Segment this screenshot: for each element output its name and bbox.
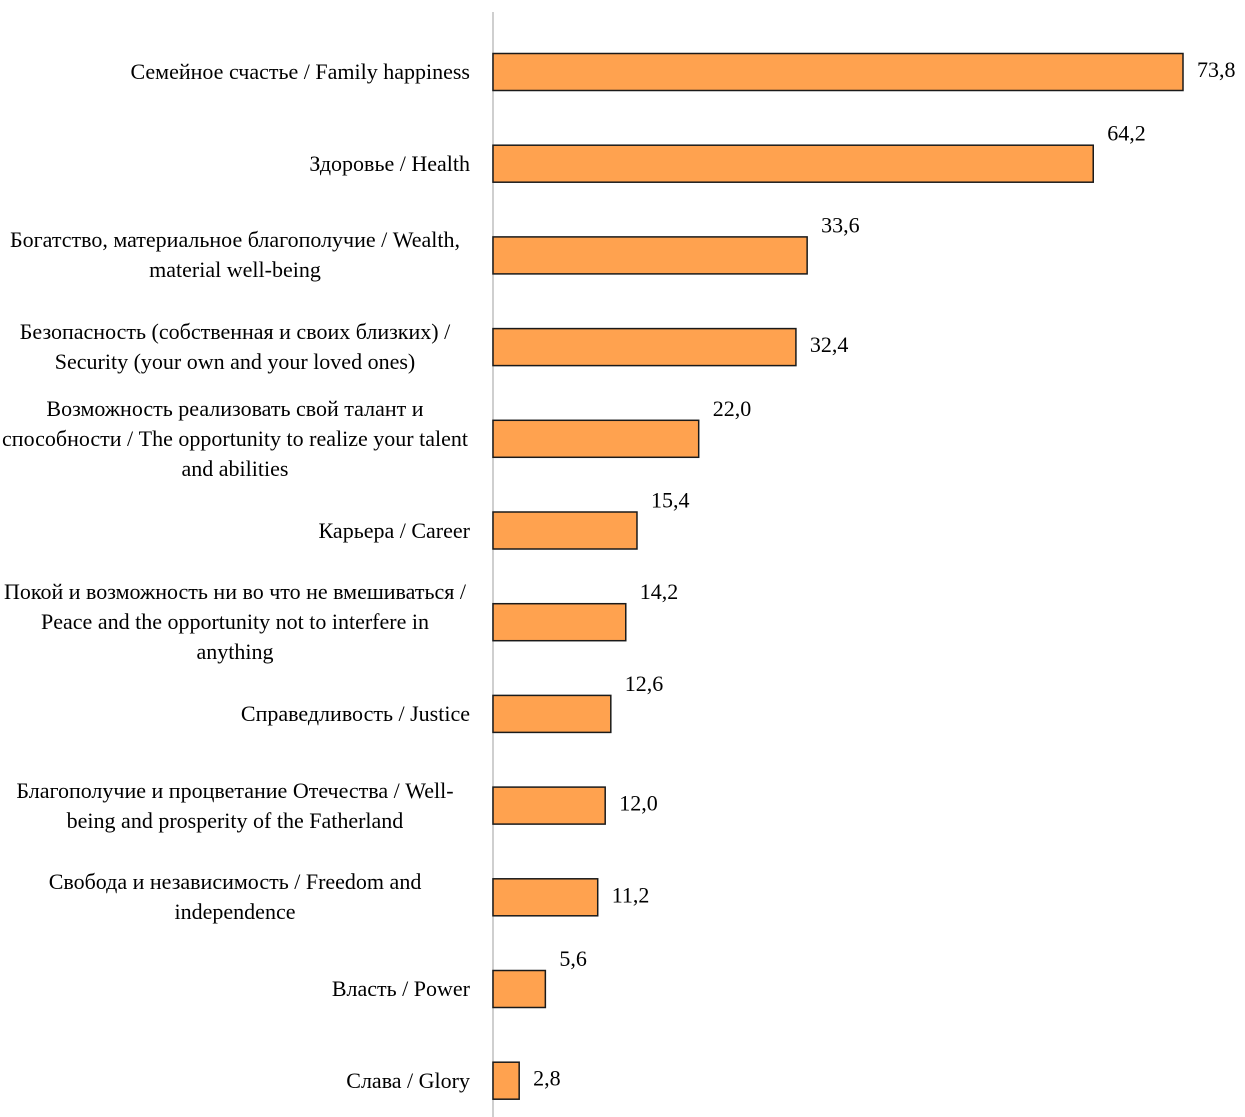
value-label: 14,2 bbox=[640, 579, 679, 604]
bar bbox=[492, 327, 797, 367]
value-label: 5,6 bbox=[559, 946, 587, 971]
value-label: 64,2 bbox=[1107, 121, 1146, 146]
category-text: Власть / Power bbox=[331, 976, 470, 1001]
category-label: Карьера / Career bbox=[0, 516, 470, 546]
value-label: 12,6 bbox=[625, 671, 664, 696]
category-label: Благополучие и процветание Отечества / W… bbox=[0, 776, 470, 836]
category-label: Справедливость / Justice bbox=[0, 699, 470, 729]
category-text: Возможность реализовать свой талант и сп… bbox=[2, 395, 468, 481]
category-label: Власть / Power bbox=[0, 974, 470, 1004]
category-text: Семейное счастье / Family happiness bbox=[130, 59, 470, 84]
category-text: Карьера / Career bbox=[318, 517, 470, 543]
category-text: Богатство, материальное благополучие / W… bbox=[9, 227, 461, 283]
value-label: 15,4 bbox=[651, 488, 690, 513]
bar bbox=[492, 236, 808, 275]
value-label: 33,6 bbox=[821, 212, 860, 237]
bar bbox=[492, 419, 700, 459]
bar bbox=[492, 144, 1094, 183]
category-label: Семейное счастье / Family happiness bbox=[0, 57, 470, 87]
category-label: Здоровье / Health bbox=[0, 149, 470, 179]
category-label: Слава / Glory bbox=[0, 1066, 470, 1096]
category-label: Свобода и независимость / Freedom and in… bbox=[0, 867, 470, 927]
category-label: Возможность реализовать свой талант и сп… bbox=[0, 394, 470, 484]
category-label: Богатство, материальное благополучие / W… bbox=[0, 225, 470, 285]
category-label: Покой и возможность ни во что не вмешива… bbox=[0, 577, 470, 667]
category-text: Свобода и независимость / Freedom and in… bbox=[48, 869, 422, 925]
value-label: 32,4 bbox=[810, 332, 849, 357]
category-text: Слава / Glory bbox=[346, 1067, 470, 1093]
bar bbox=[492, 602, 627, 642]
bar bbox=[492, 52, 1184, 92]
category-text: Безопасность (собственная и своих близки… bbox=[19, 319, 451, 375]
bar bbox=[492, 694, 612, 734]
bar bbox=[492, 511, 638, 550]
value-label: 2,8 bbox=[533, 1066, 561, 1091]
value-label: 12,0 bbox=[619, 791, 658, 816]
category-text: Благополучие и процветание Отечества / W… bbox=[16, 777, 454, 833]
bar bbox=[492, 969, 547, 1009]
bar bbox=[492, 878, 599, 917]
value-label: 73,8 bbox=[1197, 57, 1236, 82]
value-label: 11,2 bbox=[612, 882, 650, 907]
category-text: Здоровье / Health bbox=[309, 150, 470, 176]
value-label: 22,0 bbox=[713, 396, 752, 421]
bar bbox=[492, 786, 606, 825]
category-text: Справедливость / Justice bbox=[240, 700, 470, 726]
bar bbox=[492, 1061, 520, 1100]
category-label: Безопасность (собственная и своих близки… bbox=[0, 317, 470, 377]
category-text: Покой и возможность ни во что не вмешива… bbox=[4, 579, 466, 665]
